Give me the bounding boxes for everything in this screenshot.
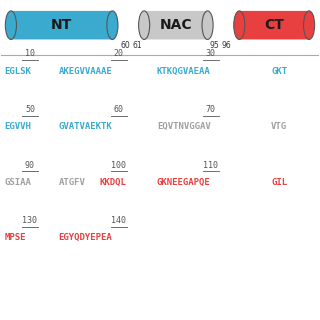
Text: MPSE: MPSE: [4, 233, 26, 242]
Text: GIL: GIL: [271, 178, 287, 187]
FancyBboxPatch shape: [144, 11, 208, 39]
Text: 10: 10: [25, 50, 35, 59]
Text: NAC: NAC: [160, 18, 192, 32]
Text: ATGFV: ATGFV: [59, 178, 85, 187]
FancyBboxPatch shape: [11, 11, 112, 39]
Text: EGVVH: EGVVH: [4, 122, 31, 131]
Text: EQVTNVGGAV: EQVTNVGGAV: [157, 122, 211, 131]
Text: EGYQDYEPEA: EGYQDYEPEA: [59, 233, 112, 242]
Text: 100: 100: [111, 161, 126, 170]
Ellipse shape: [107, 11, 118, 39]
FancyBboxPatch shape: [239, 11, 309, 39]
Text: GVATVAEKTK: GVATVAEKTK: [59, 122, 112, 131]
Text: 60: 60: [114, 105, 124, 114]
Text: 140: 140: [111, 216, 126, 225]
Text: VTG: VTG: [271, 122, 287, 131]
Text: 61: 61: [133, 41, 143, 50]
Text: 96: 96: [222, 41, 231, 50]
Text: 130: 130: [22, 216, 37, 225]
Ellipse shape: [5, 11, 16, 39]
Text: NT: NT: [51, 18, 72, 32]
Text: GKNEEGAPQE: GKNEEGAPQE: [157, 178, 211, 187]
Text: 30: 30: [206, 50, 216, 59]
Ellipse shape: [202, 11, 213, 39]
Text: 95: 95: [209, 41, 219, 50]
Ellipse shape: [139, 11, 150, 39]
Ellipse shape: [304, 11, 315, 39]
Text: GKT: GKT: [271, 67, 287, 76]
Text: AKEGVVAAAE: AKEGVVAAAE: [59, 67, 112, 76]
Text: KKDQL: KKDQL: [100, 178, 127, 187]
Text: 20: 20: [114, 50, 124, 59]
Text: 70: 70: [206, 105, 216, 114]
Ellipse shape: [234, 11, 245, 39]
Text: 90: 90: [25, 161, 35, 170]
Text: EGLSK: EGLSK: [4, 67, 31, 76]
Text: KTKQGVAEAA: KTKQGVAEAA: [157, 67, 211, 76]
Text: CT: CT: [264, 18, 284, 32]
Text: 60: 60: [120, 41, 130, 50]
Text: GSIAA: GSIAA: [4, 178, 31, 187]
Text: 50: 50: [25, 105, 35, 114]
Text: 110: 110: [203, 161, 218, 170]
